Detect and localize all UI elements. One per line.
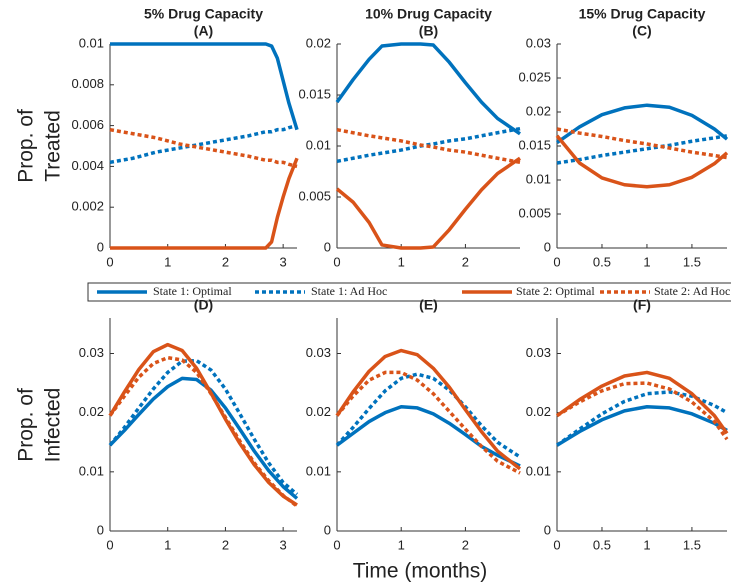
y-axis-label: Prop. of: [15, 109, 38, 183]
y-tick-label: 0.02: [79, 404, 104, 419]
x-tick-label: 2: [462, 254, 469, 269]
y-tick-label: 0.015: [298, 86, 331, 101]
y-tick-label: 0.01: [526, 171, 551, 186]
legend-label: State 2: Optimal: [516, 284, 595, 298]
x-tick-label: 0: [553, 537, 560, 552]
series-line: [335, 42, 521, 136]
series-line: [335, 372, 521, 459]
y-tick-label: 0.03: [79, 345, 104, 360]
x-tick-label: 0: [333, 537, 340, 552]
series-line: [335, 156, 521, 250]
y-tick-label: 0.01: [526, 463, 551, 478]
series-line: [556, 103, 729, 145]
series-line: [109, 123, 298, 165]
series-line: [110, 157, 299, 250]
y-tick-label: 0.02: [526, 103, 551, 118]
y-tick-label: 0.01: [306, 137, 331, 152]
panel-title: (B): [419, 23, 438, 39]
y-tick-label: 0.02: [526, 404, 551, 419]
series-line: [555, 370, 729, 435]
y-tick-label: 0.008: [71, 76, 104, 91]
x-tick-label: 2: [222, 254, 229, 269]
y-tick-label: 0.03: [526, 35, 551, 50]
y-tick-label: 0.03: [306, 345, 331, 360]
series-line: [335, 348, 522, 471]
series-line: [108, 376, 299, 500]
y-tick-label: 0.01: [79, 35, 104, 50]
legend-label: State 1: Optimal: [153, 284, 232, 298]
y-tick-label: 0.005: [518, 205, 551, 220]
series-line: [556, 134, 728, 165]
x-tick-label: 0: [106, 254, 113, 269]
x-tick-label: 0: [553, 254, 560, 269]
x-tick-label: 1.5: [683, 537, 701, 552]
x-axis-label: Time (months): [353, 560, 488, 583]
x-tick-label: 1: [398, 537, 405, 552]
y-axis-label: Prop. of: [15, 388, 38, 462]
y-tick-label: 0: [544, 239, 551, 254]
x-tick-label: 0: [106, 537, 113, 552]
y-tick-label: 0.025: [518, 69, 551, 84]
series-line: [108, 355, 299, 508]
x-tick-label: 3: [280, 537, 287, 552]
y-tick-label: 0.03: [526, 345, 551, 360]
y-tick-label: 0.015: [518, 137, 551, 152]
column-title: 10% Drug Capacity: [365, 6, 492, 22]
y-tick-label: 0.005: [298, 188, 331, 203]
x-tick-label: 1: [643, 254, 650, 269]
x-tick-label: 0.5: [593, 254, 611, 269]
series-line: [336, 127, 521, 165]
series-line: [109, 127, 298, 169]
series-line: [555, 134, 729, 189]
series-line: [556, 127, 728, 160]
y-tick-label: 0.002: [71, 199, 104, 214]
panel-title: (D): [194, 297, 213, 313]
x-tick-label: 2: [222, 537, 229, 552]
legend-label: State 2: Ad Hoc: [654, 284, 730, 298]
series-line: [556, 405, 728, 447]
panel-title: (A): [194, 23, 213, 39]
y-tick-label: 0.02: [306, 35, 331, 50]
y-axis-label: Treated: [42, 110, 65, 182]
y-tick-label: 0.02: [306, 404, 331, 419]
series-line: [108, 358, 299, 496]
panel-title: (F): [633, 297, 651, 313]
y-tick-label: 0.006: [71, 117, 104, 132]
column-title: 5% Drug Capacity: [144, 6, 263, 22]
series-line: [555, 390, 728, 447]
x-tick-label: 3: [280, 254, 287, 269]
x-tick-label: 2: [462, 537, 469, 552]
panel-title: (E): [419, 297, 438, 313]
column-title: 15% Drug Capacity: [579, 6, 706, 22]
x-tick-label: 1: [164, 537, 171, 552]
y-tick-label: 0: [324, 239, 331, 254]
y-axis-label: Infected: [42, 388, 65, 463]
legend-label: State 1: Ad Hoc: [311, 284, 387, 298]
series-line: [335, 405, 521, 468]
series-line: [110, 42, 299, 131]
y-tick-label: 0: [97, 522, 104, 537]
legend-box: [87, 282, 731, 302]
panel-title: (C): [632, 23, 651, 39]
x-tick-label: 0.5: [593, 537, 611, 552]
x-tick-label: 1: [398, 254, 405, 269]
x-tick-label: 1.5: [683, 254, 701, 269]
y-tick-label: 0: [97, 239, 104, 254]
y-tick-label: 0.01: [306, 463, 331, 478]
x-tick-label: 0: [333, 254, 340, 269]
y-tick-label: 0.004: [71, 158, 104, 173]
y-tick-label: 0: [544, 522, 551, 537]
y-tick-label: 0.01: [79, 463, 104, 478]
x-tick-label: 1: [164, 254, 171, 269]
y-tick-label: 0: [324, 522, 331, 537]
x-tick-label: 1: [643, 537, 650, 552]
series-line: [335, 370, 521, 475]
